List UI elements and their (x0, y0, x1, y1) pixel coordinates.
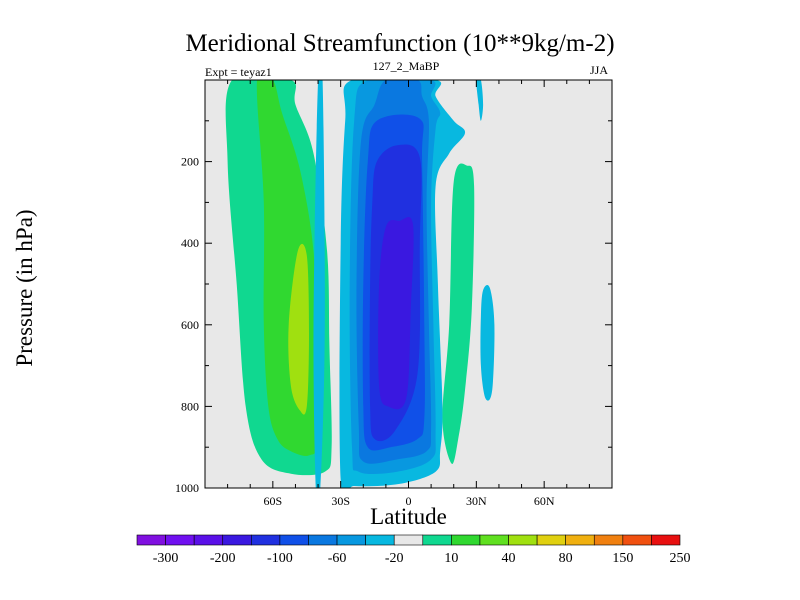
colorbar-swatch (365, 534, 395, 546)
colorbar: -300 -200 -100 -60 -20 10 40 80 150 250 (136, 534, 691, 566)
colorbar-swatch (593, 534, 624, 546)
colorbar-swatch (536, 534, 566, 546)
y-tick-label: 600 (181, 318, 199, 332)
colorbar-swatch (479, 534, 509, 546)
colorbar-label: -300 (153, 551, 179, 566)
colorbar-label: 250 (670, 551, 691, 566)
season-label: JJA (590, 63, 609, 77)
x-tick-label: 30N (466, 494, 487, 508)
colorbar-swatch (193, 534, 224, 546)
colorbar-swatch (651, 534, 681, 546)
colorbar-swatch (136, 534, 166, 546)
center-label: 127_2_MaBP (372, 59, 440, 73)
x-tick-label: 60N (534, 494, 555, 508)
contour-region-10 (442, 163, 475, 464)
colorbar-label: 150 (612, 551, 633, 566)
colorbar-swatch (565, 534, 595, 546)
colorbar-swatch (451, 534, 481, 546)
contour-region-80 (288, 243, 309, 415)
colorbar-swatch (336, 534, 366, 546)
x-tick-label: 60S (263, 494, 282, 508)
colorbar-swatch (308, 534, 338, 546)
colorbar-swatch (508, 534, 538, 546)
y-tick-label: 800 (181, 399, 199, 413)
experiment-label: Expt = teyaz1 (205, 65, 272, 79)
colorbar-label: -200 (210, 551, 236, 566)
y-tick-label: 200 (181, 155, 199, 169)
colorbar-swatch (279, 534, 309, 546)
colorbar-label: 10 (444, 551, 458, 566)
colorbar-swatch (222, 534, 252, 546)
axes: 60S 30S 0 30N 60N 200 400 600 800 1000 (175, 79, 613, 508)
colorbar-swatch (165, 534, 195, 546)
colorbar-label: -20 (385, 551, 404, 566)
chart-title: Meridional Streamfunction (10**9kg/m-2) (185, 30, 615, 57)
x-tick-label: 30S (331, 494, 350, 508)
contour-region--20 (476, 80, 484, 121)
colorbar-swatch (422, 534, 452, 546)
colorbar-swatch (622, 534, 652, 546)
colorbar-label: 40 (502, 551, 516, 566)
plot-area (205, 80, 612, 488)
colorbar-label: -100 (267, 551, 293, 566)
contour-region--20 (313, 80, 325, 488)
colorbar-swatch (393, 534, 424, 546)
colorbar-label: 80 (559, 551, 573, 566)
y-tick-label: 400 (181, 236, 199, 250)
y-tick-label: 1000 (175, 481, 199, 495)
x-tick-label: 0 (406, 494, 412, 508)
contour-region--20 (480, 284, 495, 401)
contour-region--300 (378, 216, 414, 410)
colorbar-swatch (251, 534, 281, 546)
colorbar-label: -60 (328, 551, 347, 566)
x-axis-label: Latitude (370, 504, 447, 529)
